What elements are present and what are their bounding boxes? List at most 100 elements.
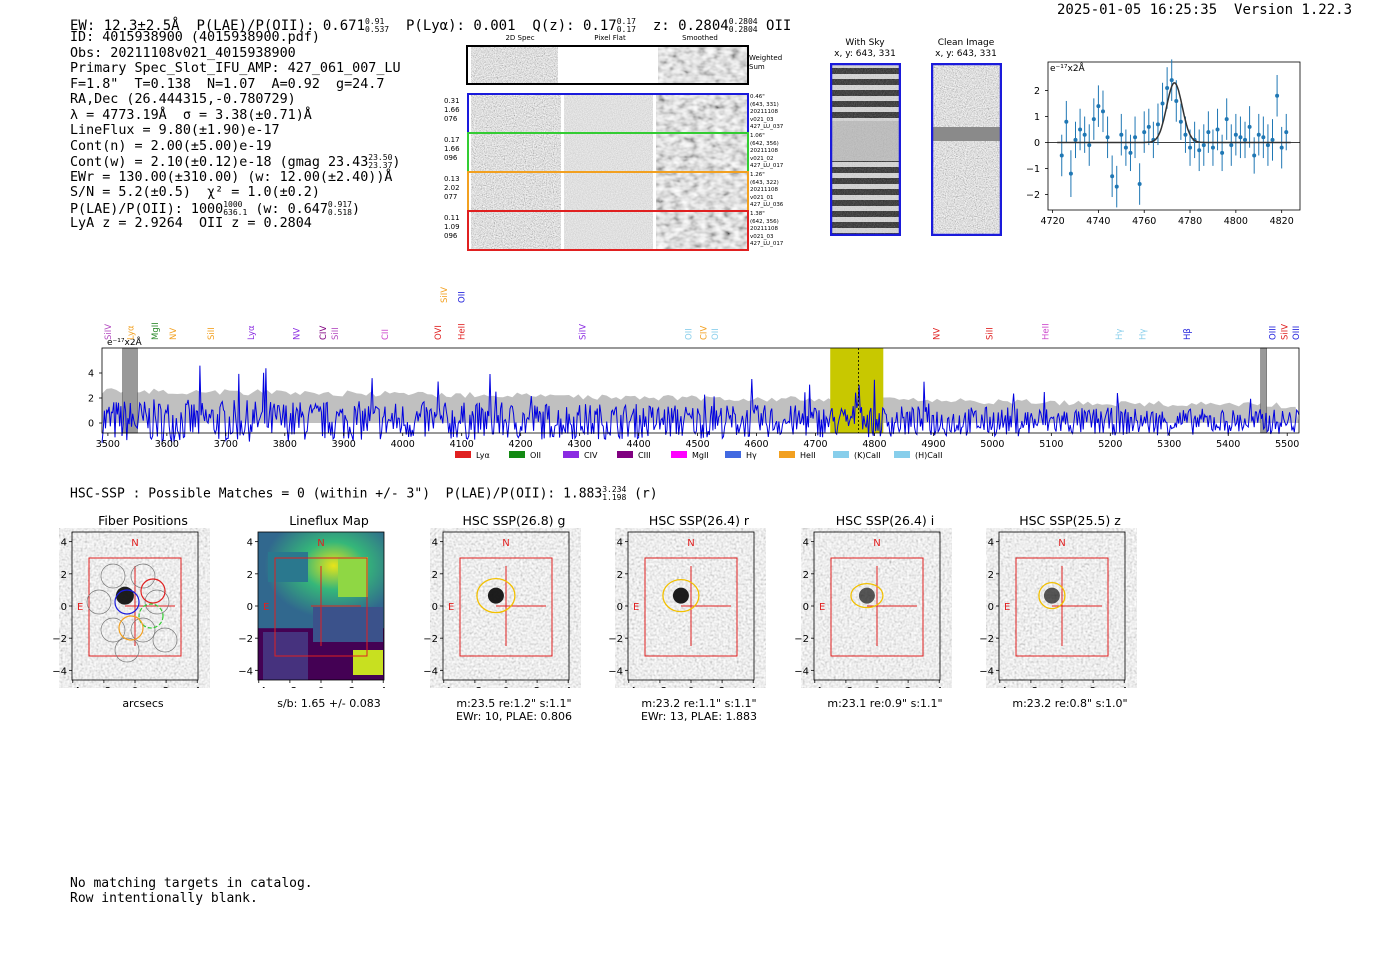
svg-text:HeII: HeII	[800, 451, 816, 460]
hsc-xtick-label: −2	[1024, 686, 1039, 688]
zoom-point	[1247, 106, 1252, 148]
hsc-caption-line: s/b: 1.65 +/- 0.083	[277, 697, 381, 710]
hsc-caption-line: m:23.1 re:0.9" s:1.1"	[827, 697, 943, 710]
spectrum-line-mark: OIII	[1292, 326, 1302, 340]
hsc-panel-title: HSC SSP(25.5) z	[1019, 513, 1121, 528]
hsc-ytick-label: −2	[238, 634, 253, 645]
north-label: N	[317, 538, 324, 549]
zoom-point	[1169, 59, 1174, 101]
cutout-2dspec	[471, 133, 561, 171]
col-header-smoothed: Smoothed	[682, 34, 718, 42]
hsc-xtick-label: 0	[874, 686, 880, 688]
hsc-ytick-label: 4	[61, 538, 67, 549]
cutout-row-right-label: 0.46" (643, 331) 20211108 v021_03 427_LU_037	[750, 94, 800, 132]
cutout-grid: 2D Spec Pixel Flat Smoothed Weighted Sum…	[440, 32, 800, 257]
spectrum-line-mark: HeII	[458, 323, 468, 340]
zoom-point	[1096, 85, 1101, 127]
spectrum-legend-item: CIII	[617, 451, 651, 460]
spectrum-xtick-label: 4100	[450, 439, 474, 450]
hsc-ytick-label: −4	[238, 666, 253, 677]
cutout-left-line: 0.13	[444, 175, 460, 183]
north-label: N	[1058, 538, 1065, 549]
spectrum-line-mark: OII	[711, 328, 721, 340]
header-version: Version 1.22.3	[1234, 2, 1353, 18]
hsc-ytick-label: −2	[979, 634, 994, 645]
svg-text:OII: OII	[530, 451, 541, 460]
zoom-point	[1270, 119, 1275, 161]
cutout-right-line: 427_LU_017	[750, 163, 784, 169]
cutout-smoothed	[656, 172, 748, 210]
zoom-point	[1206, 111, 1211, 153]
cutout-row	[467, 210, 749, 251]
hsc-xtick-label: 2	[534, 686, 540, 688]
info-plae-hi: 1000	[223, 199, 243, 209]
zoom-xtick-label: 4800	[1224, 216, 1248, 227]
north-label: N	[131, 538, 138, 549]
spectrum-xtick-label: 3500	[96, 439, 120, 450]
spectrum-legend-item: CIV	[563, 451, 598, 460]
zoom-point	[1243, 121, 1248, 159]
spectrum-line-mark: HeII	[1041, 323, 1051, 340]
spectrum-xtick-label: 5300	[1157, 439, 1181, 450]
hsc-panel-image: N E 4 2 0 −2 −4 −4 −2 0 2 4	[423, 531, 571, 688]
spectrum-xtick-label: 5100	[1039, 439, 1063, 450]
spectrum-legend-item: Hγ	[725, 451, 757, 460]
zoom-point	[1220, 134, 1225, 172]
zoom-point	[1261, 116, 1266, 159]
hsc-panel-caption: s/b: 1.65 +/- 0.083	[249, 697, 409, 710]
cutout-row-border	[467, 210, 749, 251]
info-plae-w-lo: 0.518	[327, 207, 352, 217]
hsc-panel-title: HSC SSP(26.8) g	[462, 513, 566, 528]
spectrum-error-band	[102, 387, 1299, 423]
hsc-xtick-label: 0	[132, 686, 138, 688]
clean-image	[931, 63, 1002, 236]
cutout-svg	[466, 45, 749, 251]
spectrum-masked-region	[122, 347, 138, 434]
hsc-ytick-label: 0	[803, 602, 809, 613]
hsc-xtick-label: 0	[318, 686, 324, 688]
zoom-point	[1078, 108, 1083, 151]
svg-text:Lyα: Lyα	[476, 451, 490, 460]
cutout-right-line: (643, 331)	[750, 101, 779, 108]
info-plae-text: P(LAE)/P(OII): 1000	[70, 201, 224, 217]
cutout-row-left-label: 0.11 1.09 096	[444, 214, 468, 241]
hsc-xtick-label: −4	[251, 686, 266, 688]
hsc-caption-line: m:23.5 re:1.2" s:1.1"	[456, 697, 572, 710]
zoom-point	[1238, 116, 1243, 159]
header-qz-lo: 0.17	[616, 25, 636, 34]
spectrum-legend-item: MgII	[671, 451, 709, 460]
info-contw-text: Cont(w) = 2.10(±0.12)e-18 (gmag 23.43	[70, 155, 369, 170]
spectrum-line-mark: CIV	[319, 326, 329, 340]
hsc-xtick-label: −2	[468, 686, 483, 688]
hsc-xtick-label: 4	[380, 686, 386, 688]
hsc-caption-line: EWr: 13, PLAE: 1.883	[640, 710, 758, 723]
svg-text:CIV: CIV	[584, 451, 598, 460]
hsc-ytick-label: −2	[423, 634, 438, 645]
with-sky-image	[830, 63, 901, 236]
hsc-xtick-label: −4	[436, 686, 451, 688]
north-label: N	[873, 538, 880, 549]
spectrum-line-mark: CIV	[699, 326, 709, 340]
cutout-row-left-label: 0.17 1.66 096	[444, 136, 468, 163]
spectrum-ytick-label: 2	[88, 394, 94, 405]
header-plae-hi: 0.91	[365, 17, 385, 26]
cutout-left-line: 076	[444, 115, 458, 123]
info-id: ID: 4015938900 (4015938900.pdf)	[70, 30, 320, 45]
hsc-ytick-label: −2	[794, 634, 809, 645]
hsc-summary-end: (r)	[634, 486, 658, 502]
spectrum-ytick-label: 0	[88, 419, 94, 430]
hsc-caption-line: m:23.2 re:0.8" s:1.0"	[1012, 697, 1128, 710]
hsc-ytick-label: 2	[988, 570, 994, 581]
cutout-row-right-label: 1.38" (642, 356) 20211108 v021_03 427_LU_017	[750, 211, 800, 249]
spectrum-line-mark: NV	[293, 328, 303, 340]
hsc-caption-line: EWr: 10, PLAE: 0.806	[455, 710, 573, 723]
spectrum-xtick-label: 5500	[1275, 439, 1299, 450]
hsc-xtick-label: 4	[936, 686, 942, 688]
cutout-left-line: 1.09	[444, 223, 460, 231]
info-contw: Cont(w) = 2.10(±0.12)e-18 (gmag 23.43 23.…	[70, 154, 401, 171]
hsc-ytick-label: 4	[988, 538, 994, 549]
spectrum-line-mark: OII	[685, 328, 695, 340]
zoom-point	[1133, 116, 1138, 159]
cutout-right-line: 0.46"	[750, 94, 765, 100]
cutout-row-right-label: 1.26" (643, 322) 20211108 v021_01 427_LU_036	[750, 172, 800, 210]
